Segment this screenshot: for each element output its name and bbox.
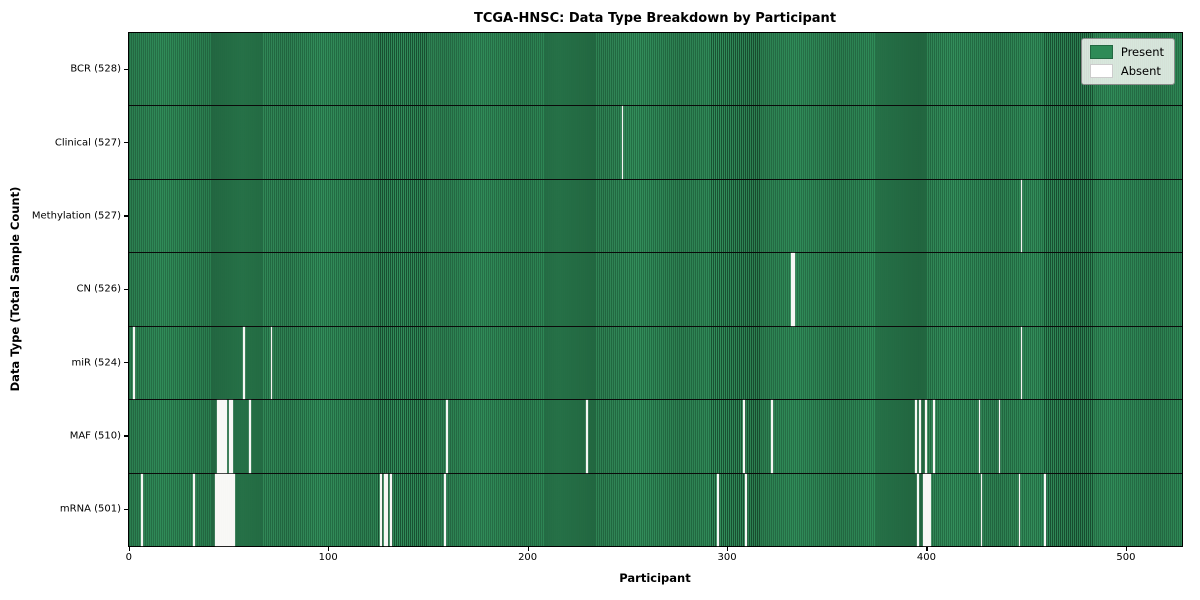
absent-stripe bbox=[926, 473, 929, 546]
absent-stripe bbox=[1020, 179, 1023, 253]
heatmap-row-CN bbox=[129, 253, 1182, 327]
absent-stripe bbox=[232, 473, 235, 546]
absent-stripe bbox=[914, 400, 917, 473]
absent-stripe bbox=[248, 400, 251, 473]
absent-stripe bbox=[380, 473, 383, 546]
plot-area: Present Absent bbox=[128, 32, 1183, 547]
absent-stripe bbox=[270, 326, 273, 400]
absent-stripe bbox=[228, 473, 231, 546]
x-tick-label-200: 200 bbox=[518, 552, 538, 563]
x-tick-mark bbox=[128, 547, 130, 551]
x-tick-label-0: 0 bbox=[125, 552, 132, 563]
absent-stripe bbox=[928, 473, 931, 546]
absent-stripe bbox=[226, 473, 229, 546]
y-tick-label-BCR: BCR (528) bbox=[70, 63, 121, 75]
x-tick-mark bbox=[527, 547, 529, 551]
absent-stripe bbox=[141, 473, 143, 546]
legend-label-present: Present bbox=[1120, 45, 1164, 59]
absent-stripe bbox=[924, 400, 927, 473]
heatmap-rows bbox=[129, 33, 1182, 546]
x-tick-label-100: 100 bbox=[318, 552, 338, 563]
x-tick-label-500: 500 bbox=[1116, 552, 1136, 563]
y-tick-mark bbox=[124, 215, 128, 217]
heatmap-row-MAF bbox=[129, 400, 1182, 474]
heatmap-row-mRNA bbox=[129, 473, 1182, 546]
y-tick-label-mRNA: mRNA (501) bbox=[59, 503, 121, 515]
absent-stripe bbox=[386, 473, 389, 546]
y-tick-mark bbox=[124, 435, 128, 437]
absent-stripe bbox=[230, 473, 233, 546]
absent-stripe bbox=[216, 400, 219, 473]
absent-stripe bbox=[216, 473, 219, 546]
heatmap-row-miR bbox=[129, 326, 1182, 401]
absent-stripe bbox=[220, 473, 223, 546]
y-tick-label-CN: CN (526) bbox=[76, 283, 121, 295]
absent-stripe bbox=[980, 473, 983, 546]
x-tick-mark bbox=[727, 547, 729, 551]
absent-stripe bbox=[220, 400, 223, 473]
absent-stripe bbox=[743, 400, 746, 473]
absent-stripe bbox=[916, 473, 919, 546]
x-tick-label-400: 400 bbox=[916, 552, 937, 563]
x-tick-label-300: 300 bbox=[717, 552, 737, 563]
absent-stripe bbox=[1044, 473, 1047, 546]
y-tick-mark bbox=[124, 362, 128, 364]
y-tick-mark bbox=[124, 288, 128, 290]
absent-stripe bbox=[932, 400, 935, 473]
legend-label-absent: Absent bbox=[1120, 64, 1161, 78]
y-tick-label-Clinical: Clinical (527) bbox=[54, 137, 121, 149]
absent-stripe bbox=[390, 473, 393, 546]
absent-stripe bbox=[224, 400, 227, 473]
absent-stripe bbox=[621, 106, 624, 179]
y-tick-label-miR: miR (524) bbox=[71, 357, 121, 369]
y-tick-label-MAF: MAF (510) bbox=[69, 430, 121, 442]
x-axis-label: Participant bbox=[619, 571, 691, 585]
y-tick-label-Methylation: Methylation (527) bbox=[31, 210, 121, 222]
absent-stripe bbox=[228, 400, 231, 473]
absent-stripe bbox=[222, 400, 225, 473]
y-tick-mark bbox=[124, 508, 128, 510]
heatmap-row-Clinical bbox=[129, 106, 1182, 180]
absent-stripe bbox=[918, 400, 921, 473]
absent-stripe bbox=[793, 253, 795, 326]
absent-stripe bbox=[717, 473, 720, 546]
legend: Present Absent bbox=[1080, 38, 1175, 85]
absent-stripe bbox=[444, 473, 446, 546]
absent-stripe bbox=[745, 473, 748, 546]
absent-stripe bbox=[222, 473, 225, 546]
absent-stripe bbox=[771, 400, 774, 473]
legend-swatch-absent-icon bbox=[1089, 64, 1113, 78]
absent-stripe bbox=[791, 253, 793, 326]
absent-stripe bbox=[242, 326, 245, 400]
absent-stripe bbox=[978, 400, 981, 473]
heatmap-row-Methylation bbox=[129, 179, 1182, 254]
absent-stripe bbox=[585, 400, 588, 473]
absent-stripe bbox=[230, 400, 233, 473]
x-tick-mark bbox=[926, 547, 928, 551]
absent-stripe bbox=[924, 473, 927, 546]
x-tick-mark bbox=[328, 547, 330, 551]
legend-item-present: Present bbox=[1089, 45, 1164, 59]
absent-stripe bbox=[446, 400, 448, 473]
absent-stripe bbox=[922, 473, 925, 546]
absent-stripe bbox=[384, 473, 387, 546]
chart-title: TCGA-HNSC: Data Type Breakdown by Partic… bbox=[473, 11, 837, 26]
heatmap-row-BCR bbox=[129, 33, 1182, 107]
legend-item-absent: Absent bbox=[1089, 64, 1164, 78]
absent-stripe bbox=[218, 473, 221, 546]
y-tick-mark bbox=[124, 142, 128, 144]
absent-stripe bbox=[133, 326, 135, 400]
absent-stripe bbox=[1020, 326, 1023, 400]
x-tick-mark bbox=[1125, 547, 1128, 551]
legend-swatch-present-icon bbox=[1089, 45, 1113, 59]
absent-stripe bbox=[192, 473, 195, 546]
absent-stripe bbox=[1018, 473, 1021, 546]
absent-stripe bbox=[214, 473, 217, 546]
absent-stripe bbox=[218, 400, 221, 473]
y-tick-mark bbox=[124, 68, 128, 71]
absent-stripe bbox=[224, 473, 227, 546]
absent-stripe bbox=[998, 400, 1001, 473]
